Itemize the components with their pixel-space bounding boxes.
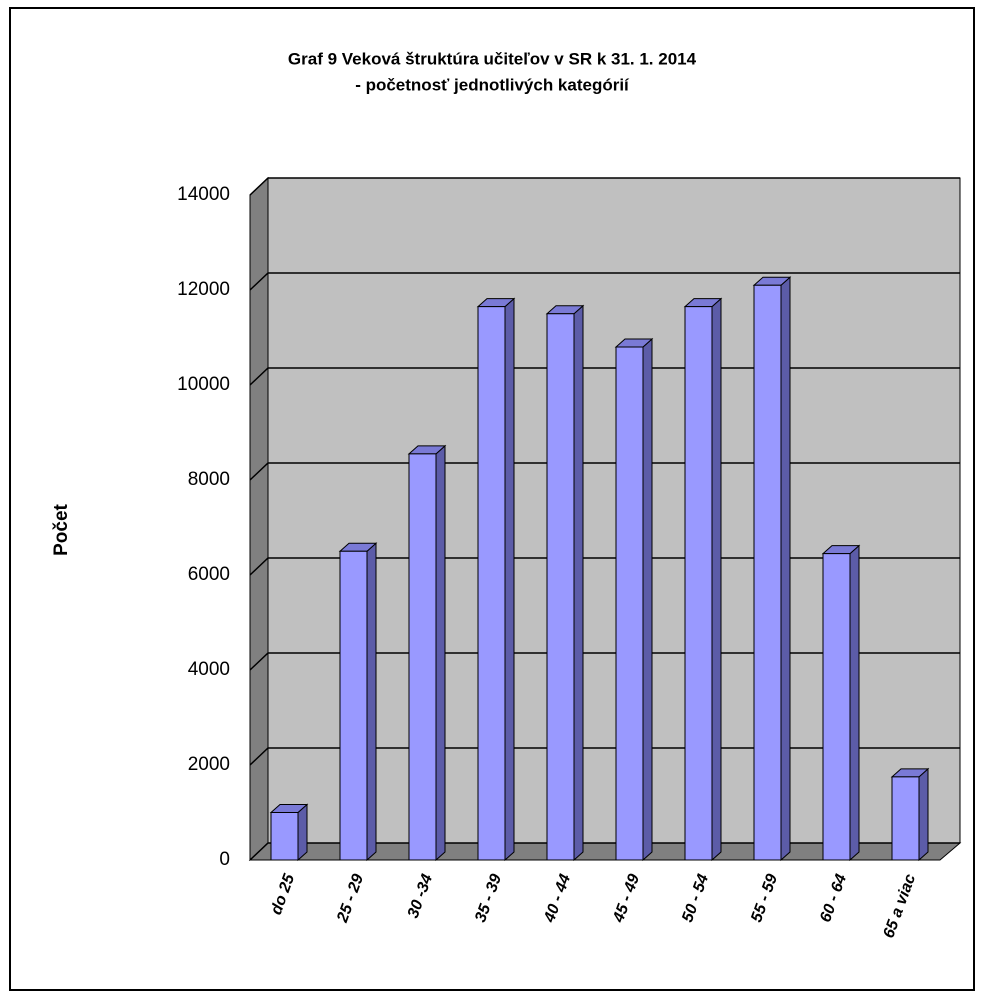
y-tick-label: 0 [219, 849, 230, 870]
grid-line [249, 272, 960, 291]
bar-face [891, 776, 920, 861]
y-tick-label: 2000 [188, 754, 230, 775]
bar [545, 304, 585, 862]
bar-face [573, 304, 584, 862]
y-tick-label: 14000 [177, 184, 230, 205]
grid-line [249, 652, 960, 671]
bar-face [546, 313, 575, 861]
bar-face [849, 544, 860, 862]
bar [683, 297, 723, 862]
bar [476, 297, 516, 862]
grid-line [249, 462, 960, 481]
y-tick-label: 12000 [177, 279, 230, 300]
bar [821, 544, 861, 862]
y-tick-label: 4000 [188, 659, 230, 680]
bar-face [297, 803, 308, 862]
bar-face [711, 297, 722, 862]
bar-face [753, 284, 782, 861]
grid-line [249, 177, 960, 196]
y-tick-label: 8000 [188, 469, 230, 490]
y-tick-label: 10000 [177, 374, 230, 395]
bar-face [366, 542, 377, 862]
bar [338, 542, 378, 862]
bar-face [642, 337, 653, 862]
bar-face [615, 346, 644, 861]
bar-face [339, 550, 368, 861]
bar-face [504, 297, 515, 862]
bar-face [477, 306, 506, 861]
bar [407, 444, 447, 862]
bar-face [684, 306, 713, 861]
chart-title: Graf 9 Veková štruktúra učiteľov v SR k … [288, 49, 697, 68]
chart-subtitle: - početnosť jednotlivých kategórií [355, 75, 630, 94]
grid-line [249, 842, 960, 861]
grid-line [249, 367, 960, 386]
grid-line [249, 557, 960, 576]
bar [752, 276, 792, 862]
bar-face [408, 453, 437, 861]
bar-face [918, 767, 929, 862]
bar-face [270, 812, 299, 861]
y-tick-label: 6000 [188, 564, 230, 585]
grid-line [249, 747, 960, 766]
bar [269, 803, 309, 862]
side-wall [249, 176, 269, 862]
bar [614, 337, 654, 862]
bar-face [822, 553, 851, 861]
bar-face [780, 276, 791, 862]
bar-face [435, 444, 446, 862]
y-axis-label: Počet [51, 503, 72, 555]
bar [890, 767, 930, 862]
